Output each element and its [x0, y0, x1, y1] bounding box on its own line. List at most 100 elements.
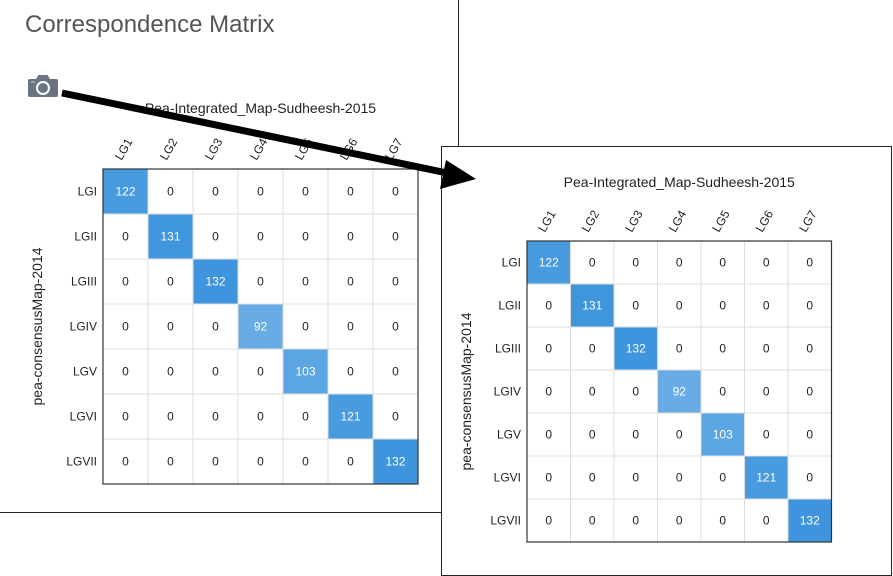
cell-value: 0	[632, 428, 639, 442]
matrix-border	[526, 240, 833, 543]
row-label: LGIV	[70, 320, 97, 334]
matrix-cell	[657, 412, 702, 457]
row-label: LGVII	[66, 455, 97, 469]
matrix-cell	[147, 348, 194, 395]
row-label: LGVI	[70, 410, 97, 424]
matrix-cell	[700, 283, 745, 328]
matrix-cell	[613, 369, 658, 414]
cell-value: 0	[676, 471, 683, 485]
cell-value: 0	[212, 320, 219, 334]
matrix-cell	[700, 369, 745, 414]
cell-value: 0	[589, 428, 596, 442]
cell-value: 121	[340, 410, 360, 424]
cell-value: 131	[582, 299, 602, 313]
row-label: LGII	[498, 299, 521, 313]
row-label: LGVI	[494, 471, 521, 485]
cell-value: 0	[806, 299, 813, 313]
cell-value: 0	[589, 514, 596, 528]
row-label: LGI	[502, 256, 521, 270]
chart-title: Pea-Integrated_Map-Sudheesh-2015	[564, 174, 795, 190]
row-label: LGV	[73, 365, 97, 379]
cell-value: 0	[302, 230, 309, 244]
cell-value: 0	[392, 320, 399, 334]
matrix-cell	[327, 303, 374, 350]
cell-value: 0	[676, 514, 683, 528]
chart-title: Pea-Integrated_Map-Sudheesh-2015	[145, 100, 376, 116]
cell-value: 0	[302, 320, 309, 334]
matrix-cell	[282, 438, 329, 485]
matrix-cell	[657, 326, 702, 371]
matrix-cell	[147, 213, 194, 260]
cell-value: 0	[589, 385, 596, 399]
cell-value: 0	[347, 365, 354, 379]
cell-value: 0	[347, 185, 354, 199]
cell-value: 0	[545, 299, 552, 313]
cell-value: 0	[545, 514, 552, 528]
matrix-cell	[282, 303, 329, 350]
matrix-cell	[282, 393, 329, 440]
matrix-cell	[192, 213, 239, 260]
matrix-cell	[192, 258, 239, 305]
column-label: LG7	[382, 136, 406, 163]
cell-value: 0	[122, 275, 129, 289]
cell-value: 0	[763, 385, 770, 399]
matrix-cell	[192, 303, 239, 350]
cell-value: 132	[205, 275, 225, 289]
cell-value: 0	[763, 428, 770, 442]
cell-value: 0	[302, 275, 309, 289]
cell-value: 0	[167, 365, 174, 379]
row-label: LGVII	[490, 514, 521, 528]
cell-value: 0	[167, 320, 174, 334]
cell-value: 132	[626, 342, 646, 356]
row-label: LGIII	[71, 275, 97, 289]
cell-value: 0	[719, 385, 726, 399]
cell-value: 0	[719, 299, 726, 313]
cell-value: 0	[212, 365, 219, 379]
page-title: Correspondence Matrix	[25, 11, 275, 38]
cell-value: 0	[257, 365, 264, 379]
matrix-cell	[237, 213, 284, 260]
cell-value: 103	[713, 428, 733, 442]
cell-value: 0	[763, 514, 770, 528]
matrix-cell	[102, 438, 149, 485]
cell-value: 0	[212, 455, 219, 469]
column-label: LG6	[337, 136, 361, 163]
column-label: LG3	[622, 208, 646, 235]
cell-value: 0	[302, 410, 309, 424]
column-label: LG3	[202, 136, 226, 163]
matrix-cell	[700, 240, 745, 285]
y-axis-label: pea-consensusMap-2014	[29, 247, 45, 405]
column-label: LG1	[112, 136, 136, 163]
cell-value: 0	[122, 410, 129, 424]
cell-value: 0	[257, 185, 264, 199]
cell-value: 0	[167, 275, 174, 289]
cell-value: 0	[632, 471, 639, 485]
cell-value: 121	[756, 471, 776, 485]
cell-value: 0	[545, 385, 552, 399]
cell-value: 0	[392, 185, 399, 199]
column-label: LG2	[157, 136, 181, 163]
cell-value: 0	[392, 230, 399, 244]
column-label: LG4	[666, 208, 690, 235]
cell-value: 0	[302, 185, 309, 199]
cell-value: 0	[806, 342, 813, 356]
cell-value: 122	[115, 185, 135, 199]
matrix-cell	[570, 369, 615, 414]
cell-value: 0	[763, 256, 770, 270]
cell-value: 0	[545, 428, 552, 442]
camera-icon[interactable]	[27, 73, 59, 99]
cell-value: 0	[302, 455, 309, 469]
matrix-cell	[787, 498, 832, 543]
cell-value: 0	[122, 320, 129, 334]
cell-value: 122	[539, 256, 559, 270]
column-label: LG2	[579, 208, 603, 235]
cell-value: 92	[254, 320, 268, 334]
matrix-cell	[237, 303, 284, 350]
correspondence-matrix-chart-zoomed: Pea-Integrated_Map-Sudheesh-2015 pea-cons…	[458, 174, 833, 543]
cell-value: 0	[806, 385, 813, 399]
matrix-cell	[237, 438, 284, 485]
matrix-cell	[613, 326, 658, 371]
cell-value: 132	[385, 455, 405, 469]
matrix-cell	[657, 240, 702, 285]
cell-value: 0	[212, 410, 219, 424]
